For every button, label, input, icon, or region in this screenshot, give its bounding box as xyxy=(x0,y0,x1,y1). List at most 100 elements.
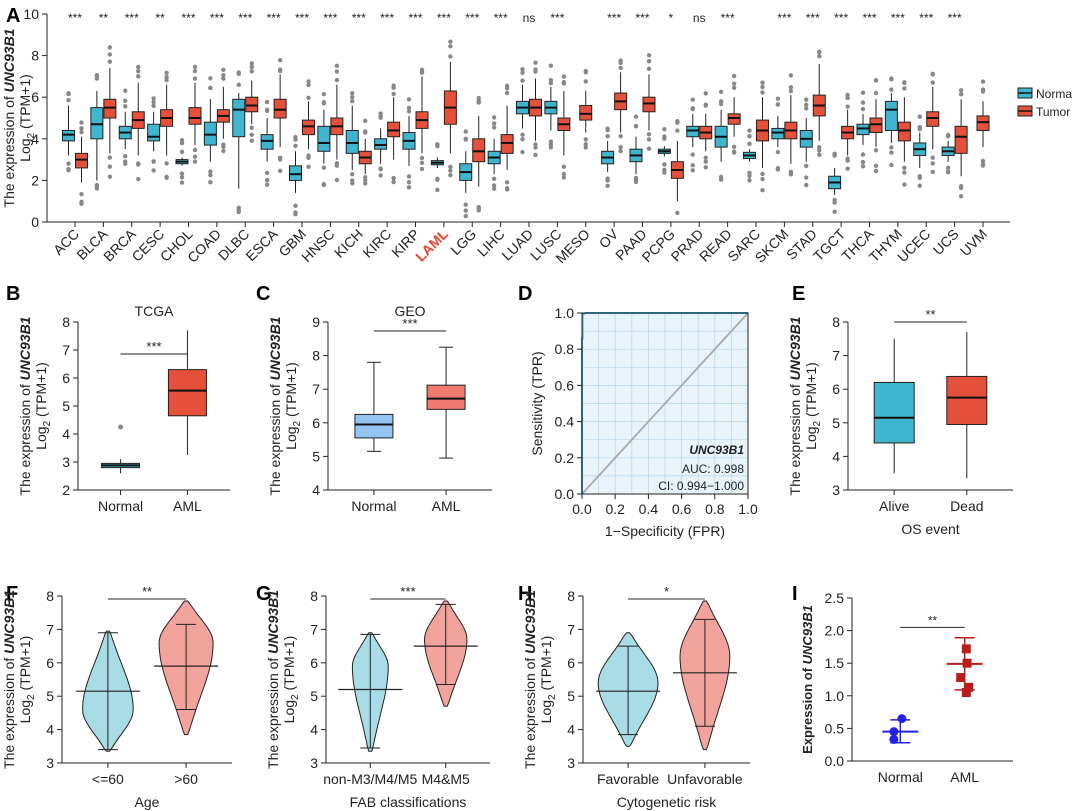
y-tick-label: 8 xyxy=(62,314,70,330)
x-axis-label: OS event xyxy=(901,521,959,537)
x-axis-label: FAB classifications xyxy=(350,794,467,810)
thym-normal-box xyxy=(884,100,898,131)
outlier-point xyxy=(703,91,708,96)
outlier-point xyxy=(151,168,156,173)
y-tick-label: 6 xyxy=(832,381,840,397)
chol-tumor-box xyxy=(188,107,202,125)
outlier-point xyxy=(817,54,822,59)
y-tick-label: 6 xyxy=(312,415,320,431)
outlier-point xyxy=(236,82,241,88)
outlier-point xyxy=(662,136,667,141)
outlier-point xyxy=(646,146,652,151)
outlier-point xyxy=(277,67,283,72)
outlier-point xyxy=(747,128,752,133)
legend-label-tumor: Tumor xyxy=(1036,105,1070,119)
significance-read: *** xyxy=(721,11,735,25)
acc-tumor-box xyxy=(75,152,88,169)
x-tick-label: AML xyxy=(950,769,979,785)
y-axis-label-unit: (TPM+1) xyxy=(283,362,299,421)
outlier-point xyxy=(583,137,588,142)
outlier-point xyxy=(662,170,667,175)
outlier-point xyxy=(192,154,198,159)
y-axis-label-line1: The expression of UNC93B1 xyxy=(17,316,33,495)
x-tick-label-kich: KICH xyxy=(331,226,366,261)
outlier-point xyxy=(306,153,311,158)
outlier-point xyxy=(618,144,623,150)
outlier-point xyxy=(192,68,198,74)
outlier-point xyxy=(118,424,124,430)
outlier-point xyxy=(448,168,453,173)
roc-gene-label: UNC93B1 xyxy=(689,443,744,457)
dlbc-tumor-box xyxy=(245,96,259,113)
y-axis-label-gene: UNC93B1 xyxy=(787,316,803,380)
outlier-point xyxy=(775,96,781,101)
outlier-point xyxy=(747,141,752,146)
outlier-point xyxy=(873,163,879,169)
y-axis-label-subscript: 2 xyxy=(26,132,37,138)
roc-ci-label: CI: 0.994−1.000 xyxy=(658,479,744,493)
outlier-point xyxy=(832,209,837,215)
outlier-point xyxy=(264,170,270,176)
y-tick-label: 7 xyxy=(567,621,575,637)
x-tick-label-laml: LAML xyxy=(412,226,451,265)
outlier-point xyxy=(94,184,100,190)
outlier-point xyxy=(520,149,525,155)
significance-kich: *** xyxy=(352,11,366,25)
x-tick-label: Normal xyxy=(351,498,396,514)
outlier-point xyxy=(788,73,794,78)
outlier-point xyxy=(605,128,610,133)
outlier-point xyxy=(731,85,737,91)
y-axis-label-line1: The expression of UNC93B1 xyxy=(1,590,17,769)
y-axis-label-log: Log xyxy=(803,426,819,449)
y-tick-label: 3 xyxy=(832,482,840,498)
y-axis-label-unit: (TPM+1) xyxy=(538,636,554,695)
outlier-point xyxy=(306,82,311,88)
outlier-point xyxy=(504,83,510,89)
outlier-point xyxy=(448,39,453,44)
significance-prad: ns xyxy=(693,11,706,25)
outlier-point xyxy=(94,76,100,81)
outlier-point xyxy=(817,152,822,158)
y-tick-label: 8 xyxy=(31,48,39,64)
y-axis-label-text: The expression of xyxy=(1,654,17,769)
x-tick-label-esca: ESCA xyxy=(242,225,281,264)
outlier-point xyxy=(930,155,935,160)
outlier-point xyxy=(703,165,708,170)
significance-stad: *** xyxy=(806,11,820,25)
outlier-point xyxy=(958,92,964,97)
panel-title: TCGA xyxy=(135,303,175,319)
outlier-point xyxy=(804,97,809,102)
y-tick-label: 0 xyxy=(31,214,39,230)
outlier-point xyxy=(731,73,737,79)
significance-gbm: *** xyxy=(295,11,309,25)
outlier-point xyxy=(350,178,355,183)
significance-blca: ** xyxy=(99,11,109,25)
outlier-point xyxy=(136,68,141,74)
outlier-point xyxy=(321,181,327,187)
y-axis-label-line2: Log2 (TPM+1) xyxy=(803,362,823,450)
outlier-point xyxy=(79,199,84,205)
y-tick-label: 3 xyxy=(46,755,54,771)
y-tick-label: 0.8 xyxy=(555,341,575,357)
y-axis-label-gene: UNC93B1 xyxy=(1,28,17,92)
outlier-point xyxy=(788,85,794,90)
outlier-point xyxy=(718,101,724,107)
y-axis-label-unit: (TPM+1) xyxy=(803,362,819,421)
x-tick-label-uvm: UVM xyxy=(957,226,990,259)
outlier-point xyxy=(123,88,128,93)
outlier-point xyxy=(646,132,652,137)
significance-coad: *** xyxy=(210,11,224,25)
outlier-point xyxy=(945,169,951,174)
outlier-point xyxy=(448,164,453,170)
outlier-point xyxy=(334,69,340,74)
outlier-point xyxy=(136,176,141,182)
outlier-point xyxy=(747,173,752,178)
y-axis-label-gene: UNC93B1 xyxy=(267,316,283,380)
outlier-point xyxy=(448,54,453,59)
outlier-point xyxy=(66,91,71,97)
outlier-point xyxy=(504,90,510,96)
read-tumor-box xyxy=(727,113,741,125)
outlier-point xyxy=(902,86,907,91)
y-axis-label-text: The expression of xyxy=(787,380,803,495)
